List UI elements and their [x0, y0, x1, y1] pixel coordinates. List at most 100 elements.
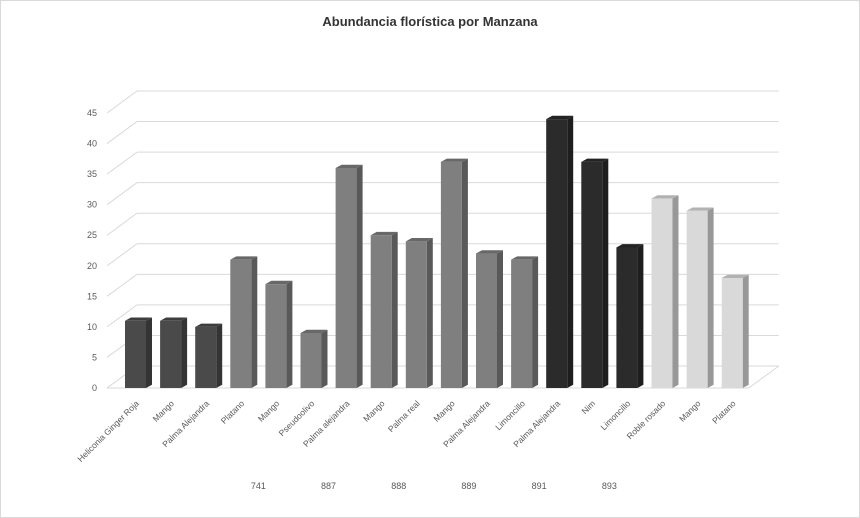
bar-side — [461, 158, 468, 388]
y-tick-label: 0 — [92, 383, 97, 393]
bar — [265, 280, 293, 388]
bar-top — [581, 158, 609, 162]
bar-top — [195, 323, 223, 327]
bar-front — [581, 161, 603, 388]
bar-front — [230, 259, 252, 388]
bar-top — [370, 231, 398, 236]
y-tick-label: 5 — [92, 352, 97, 362]
bar-top — [476, 250, 503, 254]
bar-side — [567, 115, 574, 389]
bar-front — [721, 278, 743, 388]
bar-front — [370, 235, 392, 388]
bar-side — [672, 195, 679, 388]
bar-side — [356, 164, 363, 388]
bar — [230, 256, 258, 388]
floor-edge — [748, 365, 780, 389]
y-tick-label: 45 — [87, 108, 97, 118]
bar-top — [160, 317, 188, 321]
y-tick-label: 10 — [87, 322, 97, 332]
group-label: 891 — [532, 481, 547, 491]
bar-front — [195, 326, 217, 388]
bar-front — [125, 320, 146, 388]
bar-side — [286, 280, 293, 388]
bar-top — [300, 329, 328, 333]
bar-side — [602, 158, 609, 388]
bar-front — [265, 284, 287, 388]
y-tick-label: 35 — [87, 169, 97, 179]
y-tick-label: 40 — [87, 139, 97, 149]
bar-front — [686, 210, 708, 388]
bar — [616, 244, 644, 388]
bar-side — [707, 207, 714, 388]
bars — [125, 115, 749, 389]
gridline-side — [106, 151, 138, 175]
bar-side — [532, 256, 539, 388]
bar-front — [335, 168, 357, 388]
bar — [511, 256, 539, 388]
gridline-side — [106, 304, 138, 328]
bar — [546, 115, 574, 389]
y-tick-label: 15 — [87, 291, 97, 301]
bar — [160, 317, 188, 388]
bar-top — [440, 158, 468, 162]
bar — [300, 329, 328, 388]
bar-top — [125, 317, 152, 321]
bar-side — [146, 317, 152, 388]
gridline-side — [106, 121, 138, 144]
bar-front — [511, 259, 533, 388]
bar-top — [265, 280, 293, 285]
bar-front — [440, 161, 462, 388]
bar — [335, 164, 363, 388]
group-label: 741 — [251, 481, 266, 491]
bar-side — [742, 274, 749, 388]
bar-front — [300, 333, 322, 388]
bar-side — [391, 231, 398, 388]
group-label: 888 — [391, 481, 406, 491]
gridline-side — [106, 212, 138, 236]
bar — [370, 231, 398, 388]
group-label: 889 — [461, 481, 476, 491]
bar-side — [181, 317, 188, 388]
group-labels: 741 887 888 889 891 893 — [251, 481, 617, 491]
bar-top — [616, 244, 644, 248]
chart-title: Abundancia florística por Manzana — [322, 14, 538, 29]
bar-front — [546, 119, 568, 388]
y-tick-label: 30 — [87, 200, 97, 210]
bar-top — [511, 256, 539, 260]
bar-front — [616, 247, 638, 388]
bar — [195, 323, 223, 388]
bar-top — [335, 164, 363, 168]
bar-front — [160, 320, 182, 388]
bar-side — [497, 250, 503, 388]
gridline-side — [106, 243, 138, 267]
bar — [405, 238, 433, 388]
bar-top — [405, 238, 433, 242]
bar-top — [721, 274, 749, 278]
y-tick-label: 25 — [87, 230, 97, 240]
bar-side — [321, 329, 328, 388]
group-label: 893 — [602, 481, 617, 491]
bar — [721, 274, 749, 388]
bar-side — [251, 256, 258, 388]
bar-front — [405, 241, 427, 388]
bar-top — [686, 207, 714, 211]
bar-side — [216, 323, 223, 388]
bar — [125, 317, 152, 388]
gridline-side — [106, 90, 138, 114]
y-axis: 0 5 10 15 20 25 30 35 40 45 — [87, 108, 97, 393]
bar-side — [637, 244, 644, 388]
bar-front — [476, 253, 497, 388]
bar — [581, 158, 609, 388]
group-label: 887 — [321, 481, 336, 491]
bar-side — [426, 238, 433, 388]
bar — [476, 250, 503, 388]
bar-front — [651, 198, 673, 388]
bar — [651, 195, 679, 388]
gridline-side — [106, 182, 138, 206]
bar-top — [651, 195, 679, 199]
bar — [440, 158, 468, 388]
gridline-side — [106, 273, 138, 297]
bar-top — [546, 115, 574, 120]
bar-top — [230, 256, 258, 260]
